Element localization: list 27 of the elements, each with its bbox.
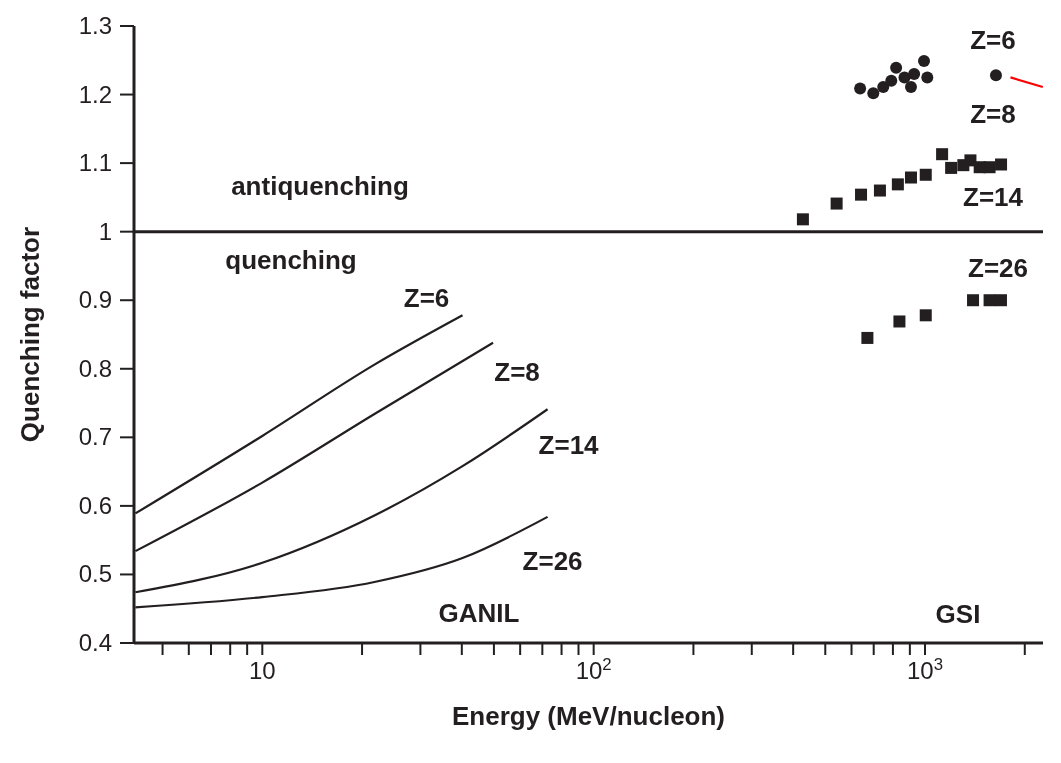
annotation: Z=26: [968, 252, 1028, 283]
y-tick-label: 0.7: [78, 423, 112, 451]
x-tick-label: 10$^{2}$: [575, 654, 612, 684]
annotation: GANIL: [438, 597, 520, 628]
y-tick-label: 1.3: [78, 12, 112, 39]
y-tick-label: 0.8: [78, 354, 112, 382]
x-tick-label: 10: [248, 657, 276, 684]
series-label: Z=14: [538, 430, 600, 461]
x-axis-title: Energy (MeV/nucleon): [451, 701, 726, 731]
annotation: Z=6: [970, 24, 1016, 55]
annotation: antiquenching: [231, 170, 409, 201]
y-tick-label: 0.6: [78, 491, 112, 519]
series-label: Z=6: [403, 283, 450, 314]
annotation: GSI: [935, 598, 981, 629]
y-tick-label: 1.2: [78, 80, 112, 108]
series-label: Z=8: [494, 356, 540, 387]
y-tick-label: 0.5: [78, 560, 112, 588]
y-tick-label: 1: [98, 217, 112, 245]
y-tick-label: 0.9: [78, 286, 112, 314]
series-label: Z=26: [522, 545, 583, 576]
y-tick-label: 0.4: [78, 629, 112, 656]
y-axis-title: Quenching factor: [15, 226, 46, 443]
annotation: quenching: [225, 244, 357, 275]
annotation: Z=14: [963, 181, 1024, 212]
y-tick-label: 1.1: [78, 149, 112, 177]
annotation: Z=8: [970, 98, 1016, 129]
x-tick-label: 10$^{3}$: [907, 654, 944, 684]
